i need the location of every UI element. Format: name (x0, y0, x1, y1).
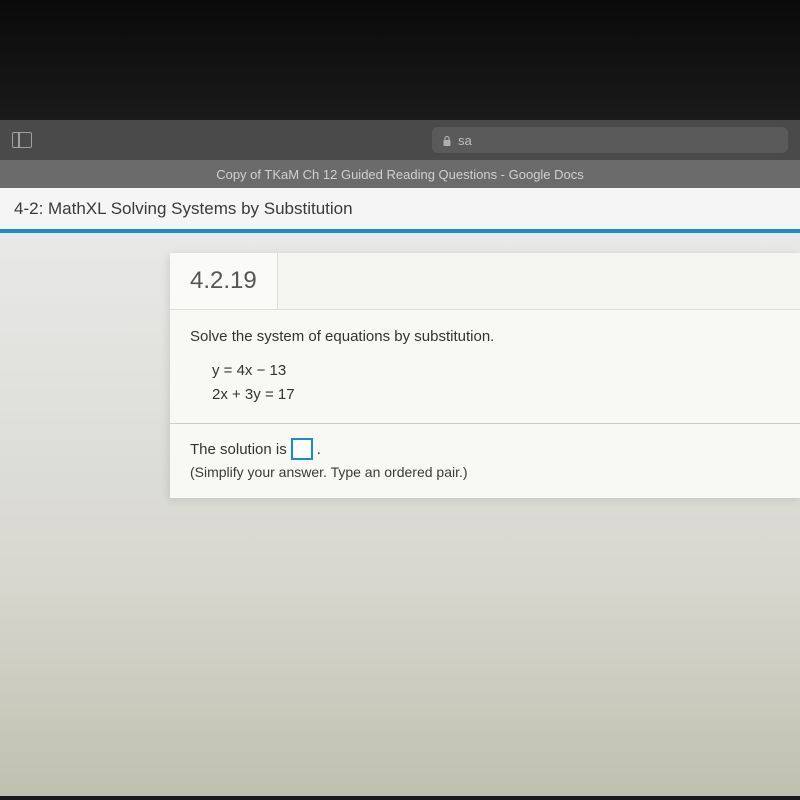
assignment-title: 4-2: MathXL Solving Systems by Substitut… (14, 199, 353, 219)
url-text: sa (458, 133, 472, 148)
answer-row: The solution is . (190, 438, 780, 460)
question-panel: 4.2.19 Solve the system of equations by … (170, 253, 800, 498)
divider (170, 423, 800, 424)
equations-block: y = 4x − 13 2x + 3y = 17 (212, 359, 780, 407)
screen-top-blank (0, 0, 800, 120)
tab-bar: Copy of TKaM Ch 12 Guided Reading Questi… (0, 160, 800, 188)
question-prompt: Solve the system of equations by substit… (190, 328, 780, 345)
answer-input[interactable] (291, 438, 313, 460)
tab-title[interactable]: Copy of TKaM Ch 12 Guided Reading Questi… (216, 167, 584, 182)
lock-icon (442, 134, 452, 146)
assignment-header: 4-2: MathXL Solving Systems by Substitut… (0, 188, 800, 233)
sidebar-toggle-button[interactable] (12, 132, 32, 148)
sidebar-icon (12, 132, 32, 148)
answer-prefix: The solution is (190, 441, 287, 458)
content-area: 4.2.19 Solve the system of equations by … (0, 233, 800, 796)
equation-2: 2x + 3y = 17 (212, 383, 780, 407)
question-body: Solve the system of equations by substit… (170, 310, 800, 498)
question-number-row: 4.2.19 (170, 253, 800, 310)
answer-hint: (Simplify your answer. Type an ordered p… (190, 464, 780, 480)
question-header-spacer (278, 253, 800, 310)
browser-toolbar: sa (0, 120, 800, 160)
url-bar[interactable]: sa (432, 127, 788, 153)
question-number: 4.2.19 (170, 253, 278, 310)
answer-suffix: . (317, 441, 321, 458)
equation-1: y = 4x − 13 (212, 359, 780, 383)
